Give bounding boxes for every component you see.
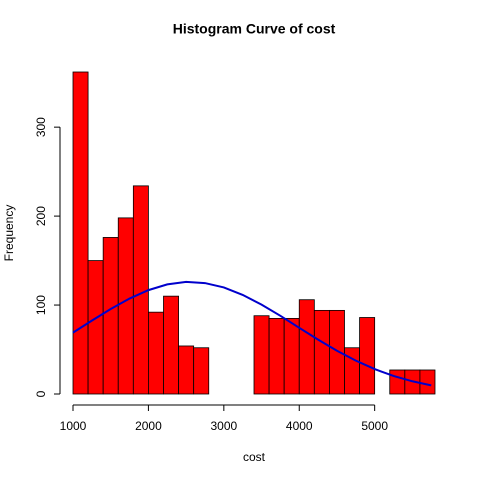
- bar: [193, 347, 210, 395]
- bar: [344, 347, 360, 395]
- y-axis-label: Frequency: [2, 205, 16, 262]
- y-tick-label: 200: [34, 206, 48, 226]
- bar: [283, 317, 300, 395]
- bar: [359, 317, 376, 395]
- bar: [163, 295, 179, 395]
- bar: [419, 369, 436, 395]
- density-curve: [72, 280, 432, 387]
- bar: [253, 315, 270, 395]
- bar: [102, 237, 119, 395]
- chart-title: Histogram Curve of cost: [173, 21, 336, 37]
- y-tick-label: 100: [34, 295, 48, 315]
- bar: [178, 345, 195, 395]
- x-tick-label: 2000: [135, 419, 162, 433]
- bar: [313, 309, 330, 395]
- bar: [268, 317, 285, 395]
- x-tick-label: 3000: [210, 419, 237, 433]
- x-tick-label: 4000: [286, 419, 313, 433]
- bar: [298, 299, 315, 395]
- x-tick-label: 5000: [361, 419, 388, 433]
- bar: [132, 185, 149, 395]
- bar: [117, 217, 134, 395]
- bar: [87, 260, 104, 395]
- bar: [148, 311, 164, 395]
- y-tick-label: 300: [34, 117, 48, 137]
- bar: [72, 71, 89, 395]
- bar: [389, 369, 406, 395]
- x-axis-label: cost: [243, 450, 266, 464]
- y-tick-label: 0: [34, 390, 48, 397]
- bar: [329, 309, 345, 395]
- x-tick-label: 1000: [60, 419, 87, 433]
